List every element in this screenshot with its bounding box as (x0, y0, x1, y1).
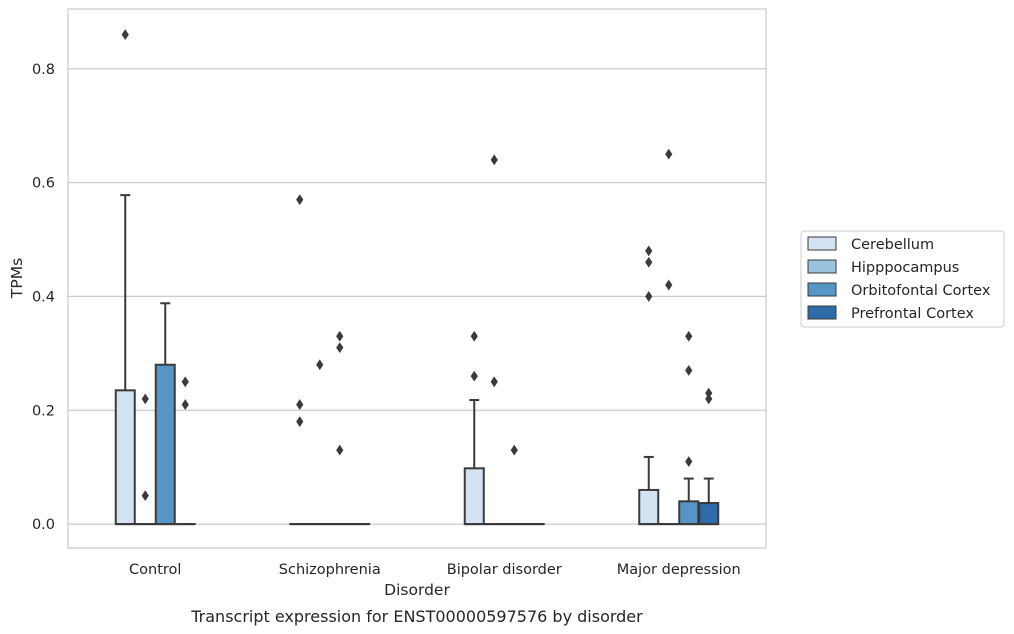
box-group (483, 154, 505, 526)
outlier-point (510, 444, 518, 456)
legend-entry: Prefrontal Cortex (807, 305, 974, 322)
x-tick-label: Major depression (617, 562, 741, 578)
box-group (309, 359, 331, 526)
outlier-point (645, 291, 653, 302)
box-group (154, 302, 176, 526)
outlier-point (181, 376, 189, 388)
box-group (289, 194, 311, 526)
legend-label: Hipppocampus (851, 260, 959, 276)
plot-boxes (114, 29, 720, 526)
box-group (638, 245, 660, 526)
box-group (503, 444, 525, 526)
box (698, 502, 720, 526)
outlier-point (296, 416, 304, 428)
outlier-point (336, 330, 344, 342)
outlier-point (141, 393, 149, 405)
outlier-point (336, 342, 344, 354)
box-group (134, 393, 156, 526)
x-tick-label: Control (129, 562, 181, 578)
outlier-point (181, 399, 189, 410)
outlier-point (705, 387, 713, 399)
chart-caption: Transcript expression for ENST0000059757… (190, 607, 643, 626)
legend-entry: Cerebellum (807, 236, 934, 253)
box (114, 389, 136, 526)
box-group (174, 376, 196, 526)
box (638, 488, 660, 526)
outlier-point (296, 399, 304, 410)
box-group (114, 29, 136, 526)
legend-swatch (807, 282, 837, 297)
outlier-point (665, 279, 673, 291)
box-group (658, 148, 680, 526)
box (678, 500, 700, 526)
legend-swatch (807, 236, 837, 251)
outlier-point (470, 370, 478, 382)
outlier-point (490, 376, 498, 388)
y-tick-labels: 0.0 0.2 0.4 0.6 0.8 (32, 62, 55, 533)
x-tick-label: Bipolar disorder (447, 562, 562, 578)
outlier-point (685, 456, 693, 467)
outlier-point (316, 359, 324, 371)
outlier-point (665, 148, 673, 160)
legend-entry: Hipppocampus (807, 259, 959, 276)
y-axis-label: TPMs (8, 258, 26, 299)
box-group (329, 330, 351, 526)
legend-label: Prefrontal Cortex (851, 306, 974, 322)
outlier-point (490, 154, 498, 166)
box (463, 467, 485, 526)
outlier-point (685, 365, 693, 376)
outlier-point (121, 29, 129, 41)
outlier-point (645, 256, 653, 268)
outlier-point (645, 245, 653, 257)
box (154, 363, 176, 526)
box-group (678, 330, 700, 526)
legend-label: Cerebellum (851, 237, 934, 253)
y-tick-label: 0.4 (32, 289, 55, 305)
outlier-point (141, 490, 149, 502)
legend-frame (800, 230, 1005, 328)
y-tick-label: 0.0 (32, 517, 55, 533)
outlier-point (685, 330, 693, 342)
y-tick-label: 0.8 (32, 62, 55, 78)
outlier-point (470, 330, 478, 342)
legend: Cerebellum Hipppocampus Orbitofontal Corte… (800, 230, 1005, 328)
legend-swatch (807, 259, 837, 274)
y-tick-label: 0.6 (32, 176, 55, 192)
x-tick-label: Schizophrenia (279, 562, 381, 578)
legend-swatch (807, 305, 837, 320)
y-tick-label: 0.2 (32, 403, 55, 419)
outlier-point (296, 194, 304, 206)
box-group (698, 387, 720, 526)
plot-frame (67, 8, 767, 549)
outlier-point (705, 393, 713, 405)
box-group (463, 330, 485, 526)
legend-label: Orbitofontal Cortex (851, 283, 991, 299)
legend-entry: Orbitofontal Cortex (807, 282, 991, 299)
x-axis-label: Disorder (384, 581, 450, 599)
outlier-point (336, 444, 344, 456)
x-tick-labels: Control Schizophrenia Bipolar disorder Majo… (129, 562, 741, 578)
